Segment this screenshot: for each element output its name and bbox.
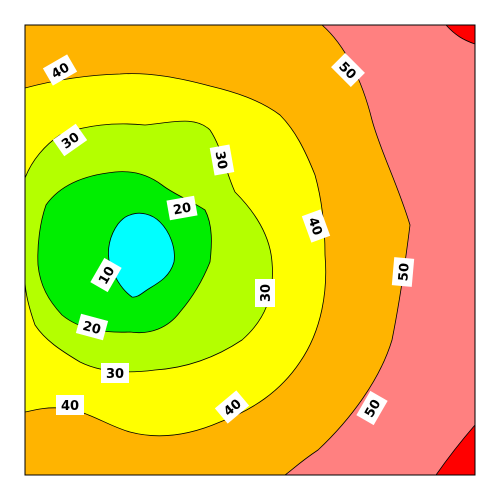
contour-label-text: 30 — [212, 150, 230, 170]
contour-label-text: 40 — [304, 215, 324, 237]
contour-label-40: 40 — [42, 54, 78, 86]
contour-label-50: 50 — [356, 390, 388, 426]
contour-label-40: 40 — [214, 390, 250, 424]
contour-label-40: 40 — [301, 209, 331, 243]
contour-label-30: 30 — [209, 144, 235, 176]
contour-label-20: 20 — [75, 313, 109, 341]
contour-label-text: 20 — [172, 201, 192, 219]
band-0-10 — [108, 212, 175, 298]
contour-label-text: 30 — [106, 367, 124, 382]
contour-label-50: 50 — [331, 53, 365, 87]
contour-label-30: 30 — [52, 123, 88, 157]
contour-label-30: 30 — [101, 363, 129, 383]
contour-label-text: 50 — [396, 262, 413, 281]
plot-frame — [24, 24, 476, 476]
contour-label-30: 30 — [255, 279, 275, 307]
band-60-plus-bottom — [435, 424, 475, 475]
contour-label-text: 30 — [259, 284, 274, 302]
contour-label-text: 40 — [61, 399, 79, 414]
contour-label-10: 10 — [90, 257, 122, 293]
contour-label-50: 50 — [391, 257, 415, 287]
contour-label-20: 20 — [166, 195, 198, 221]
contour-label-40: 40 — [56, 395, 84, 415]
band-50-60 — [284, 25, 475, 475]
band-60-plus-top — [445, 25, 475, 45]
contour-label-text: 20 — [81, 319, 102, 338]
